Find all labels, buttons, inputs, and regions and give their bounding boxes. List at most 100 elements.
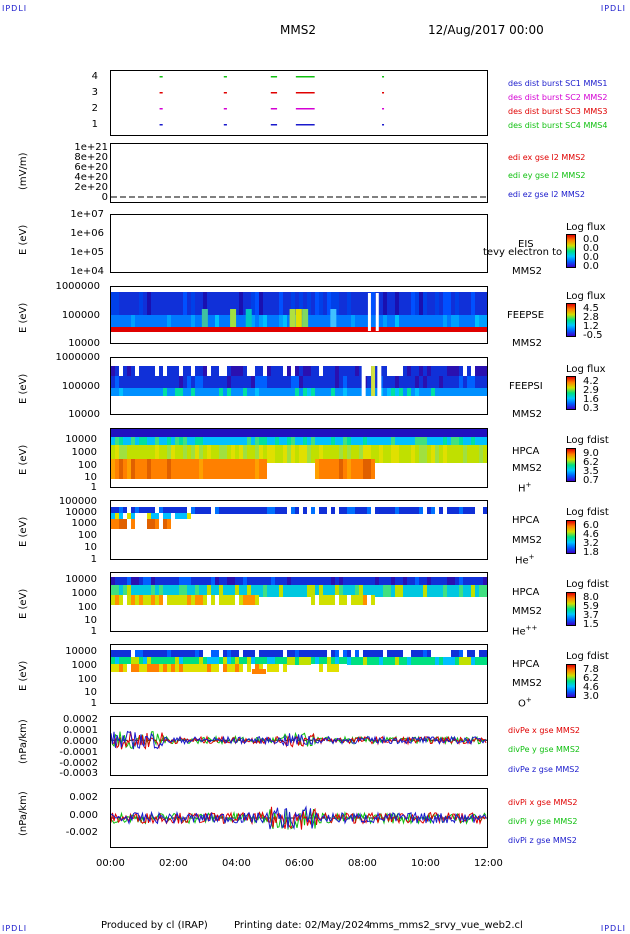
edi-legend-y: edi ey gse l2 MMS2 [508, 171, 586, 180]
spectrogram-cell [247, 650, 251, 658]
spectrogram-cell [199, 459, 203, 479]
spectrogram-cell [391, 585, 395, 597]
spectrogram-cell [455, 388, 459, 396]
spectrogram-cell [427, 577, 431, 587]
spectrogram-cell [431, 577, 435, 587]
spectrogram-cell [183, 315, 187, 327]
divpe-ytick: 0.0002 [63, 714, 98, 725]
spectrogram-cell [403, 315, 407, 327]
spectrogram-cell [203, 437, 207, 447]
spectrogram-cell [483, 366, 487, 376]
spectrogram-cell [179, 388, 183, 396]
spectrogram-cell [311, 585, 315, 597]
spectrogram-cell [195, 664, 199, 672]
spectrogram-cell [139, 519, 143, 529]
spectrogram-cell [471, 657, 475, 665]
spectrogram-cell [187, 585, 191, 597]
hpca-o-cbar-value: 6.2 [583, 673, 599, 684]
spectrogram-cell [399, 585, 403, 597]
hpca-o-spectrogram [111, 650, 487, 674]
flux-enhancement [295, 309, 302, 327]
hpca-he-spectrogram [111, 507, 487, 529]
spectrogram-cell [123, 650, 127, 658]
spectrogram-cell [207, 650, 211, 658]
spectrogram-cell [395, 650, 399, 658]
spectrogram-cell [359, 445, 363, 463]
spectrogram-cell [207, 429, 211, 439]
spectrogram-cell [283, 429, 287, 439]
spectrogram-cell [319, 437, 323, 447]
spectrogram-cell [191, 437, 195, 447]
spectrogram-cell [267, 650, 271, 658]
spectrogram-cell [299, 507, 303, 514]
spectrogram-cell [219, 664, 223, 672]
spectrogram-cell [475, 507, 479, 514]
spectrogram-cell [123, 507, 127, 514]
spectrogram-cell [399, 657, 403, 665]
spectrogram-cell [339, 650, 343, 658]
spectrogram-cell [139, 429, 143, 439]
spectrogram-cell [219, 315, 223, 327]
spectrogram-cell [327, 445, 331, 463]
spectrogram-cell [295, 657, 299, 665]
divpe-ytick: 0.0000 [63, 736, 98, 747]
spectrogram-cell [303, 657, 307, 665]
flux-enhancement [230, 309, 237, 327]
spectrogram-cell [151, 376, 155, 392]
spectrogram-cell [391, 315, 395, 327]
x-tick-label: 00:00 [96, 858, 125, 869]
spectrogram-cell [259, 292, 263, 328]
spectrogram-cell [143, 507, 147, 514]
spectrogram-cell [291, 376, 295, 392]
spectrogram-cell [375, 507, 379, 514]
spectrogram-cell [363, 429, 367, 439]
spectrogram-cell [307, 437, 311, 447]
edi-plot [111, 196, 487, 198]
spectrogram-cell [231, 664, 235, 672]
spectrogram-cell [387, 445, 391, 463]
spectrogram-cell [383, 507, 387, 514]
spectrogram-cell [431, 376, 435, 392]
spectrogram-cell [147, 507, 151, 514]
spectrogram-cell [467, 437, 471, 447]
spectrogram-cell [419, 650, 423, 658]
spectrogram-cell [259, 315, 263, 327]
spectrogram-cell [319, 595, 323, 605]
spectrogram-cell [347, 657, 351, 665]
spectrogram-cell [299, 577, 303, 587]
spectrogram-cell [263, 459, 267, 479]
spectrogram-cell [423, 445, 427, 463]
spectrogram-cell [391, 327, 395, 332]
spectrogram-cell [399, 376, 403, 392]
spectrogram-cell [455, 577, 459, 587]
spectrogram-cell [111, 513, 115, 519]
eis-cbar-value: 0.0 [583, 234, 599, 245]
spectrogram-cell [131, 429, 135, 439]
spectrogram-cell [319, 585, 323, 597]
spectrogram-cell [459, 577, 463, 587]
spectrogram-cell [371, 507, 375, 514]
spectrogram-cell [155, 429, 159, 439]
spectrogram-cell [339, 577, 343, 587]
spectrogram-cell [447, 437, 451, 447]
spectrogram-cell [323, 429, 327, 439]
spectrogram-cell [171, 459, 175, 479]
spectrogram-cell [363, 595, 367, 605]
spectrogram-cell [223, 657, 227, 665]
divpe-ytick: -0.0001 [59, 747, 98, 758]
spectrogram-cell [483, 376, 487, 392]
spectrogram-cell [167, 507, 171, 514]
spectrogram-cell [299, 388, 303, 396]
spectrogram-cell [259, 585, 263, 597]
burst-interval [295, 124, 315, 126]
spectrogram-cell [223, 429, 227, 439]
spectrogram-cell [383, 577, 387, 587]
spectrogram-cell [295, 429, 299, 439]
spectrogram-cell [255, 327, 259, 332]
spectrogram-cell [251, 507, 255, 514]
spectrogram-cell [279, 650, 283, 658]
spectrogram-cell [167, 445, 171, 463]
eis-plot [111, 215, 487, 272]
spectrogram-cell [343, 366, 347, 376]
spectrogram-cell [271, 315, 275, 327]
